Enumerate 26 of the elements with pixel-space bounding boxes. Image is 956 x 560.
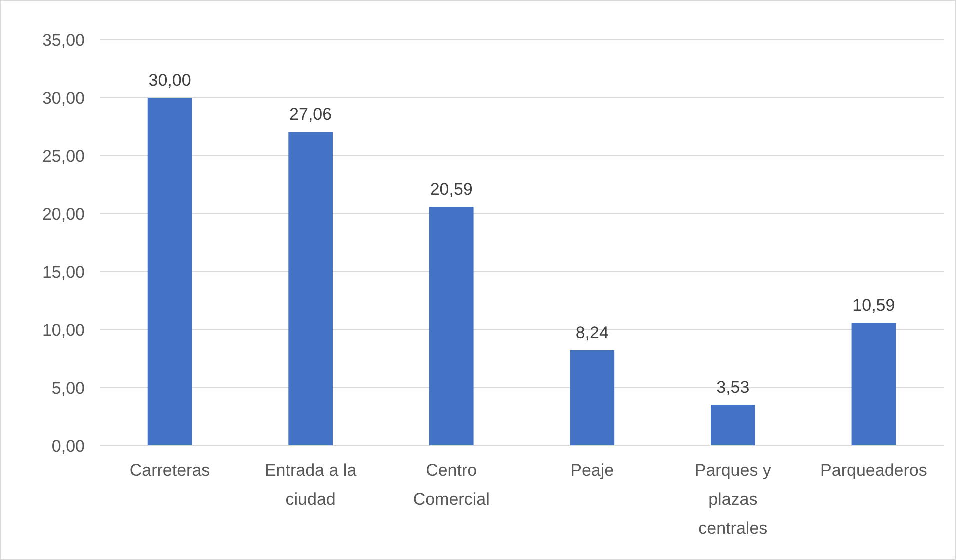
y-tick-label: 0,00 <box>52 436 85 456</box>
bar <box>288 132 333 446</box>
data-label: 20,59 <box>430 180 473 200</box>
y-tick-label: 35,00 <box>42 30 85 50</box>
bar <box>852 323 896 446</box>
data-label: 30,00 <box>148 71 192 90</box>
bar <box>148 98 192 446</box>
bar <box>570 350 615 446</box>
x-tick-label: Entrada a la ciudad <box>264 461 358 509</box>
y-tick-label: 10,00 <box>42 320 85 340</box>
data-label: 27,06 <box>290 105 332 124</box>
x-tick-label: Parqueaderos <box>820 461 928 480</box>
y-tick-label: 30,00 <box>42 88 85 108</box>
y-tick-label: 25,00 <box>42 146 85 166</box>
x-tick-label: Centro Comercial <box>413 461 490 509</box>
bar <box>711 405 756 446</box>
data-label: 3,53 <box>716 378 750 398</box>
y-tick-label: 20,00 <box>42 204 85 224</box>
data-label: 8,24 <box>576 323 609 342</box>
x-tick-label: Peaje <box>570 461 614 480</box>
y-tick-label: 5,00 <box>52 378 85 398</box>
data-label: 10,59 <box>852 296 896 316</box>
x-tick-label: Parques y plazas centrales <box>694 461 772 538</box>
x-tick-label: Carreteras <box>130 461 210 480</box>
bar <box>429 207 474 446</box>
y-tick-label: 15,00 <box>42 262 85 282</box>
